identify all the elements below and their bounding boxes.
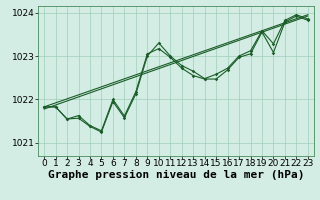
X-axis label: Graphe pression niveau de la mer (hPa): Graphe pression niveau de la mer (hPa) [48, 170, 304, 180]
